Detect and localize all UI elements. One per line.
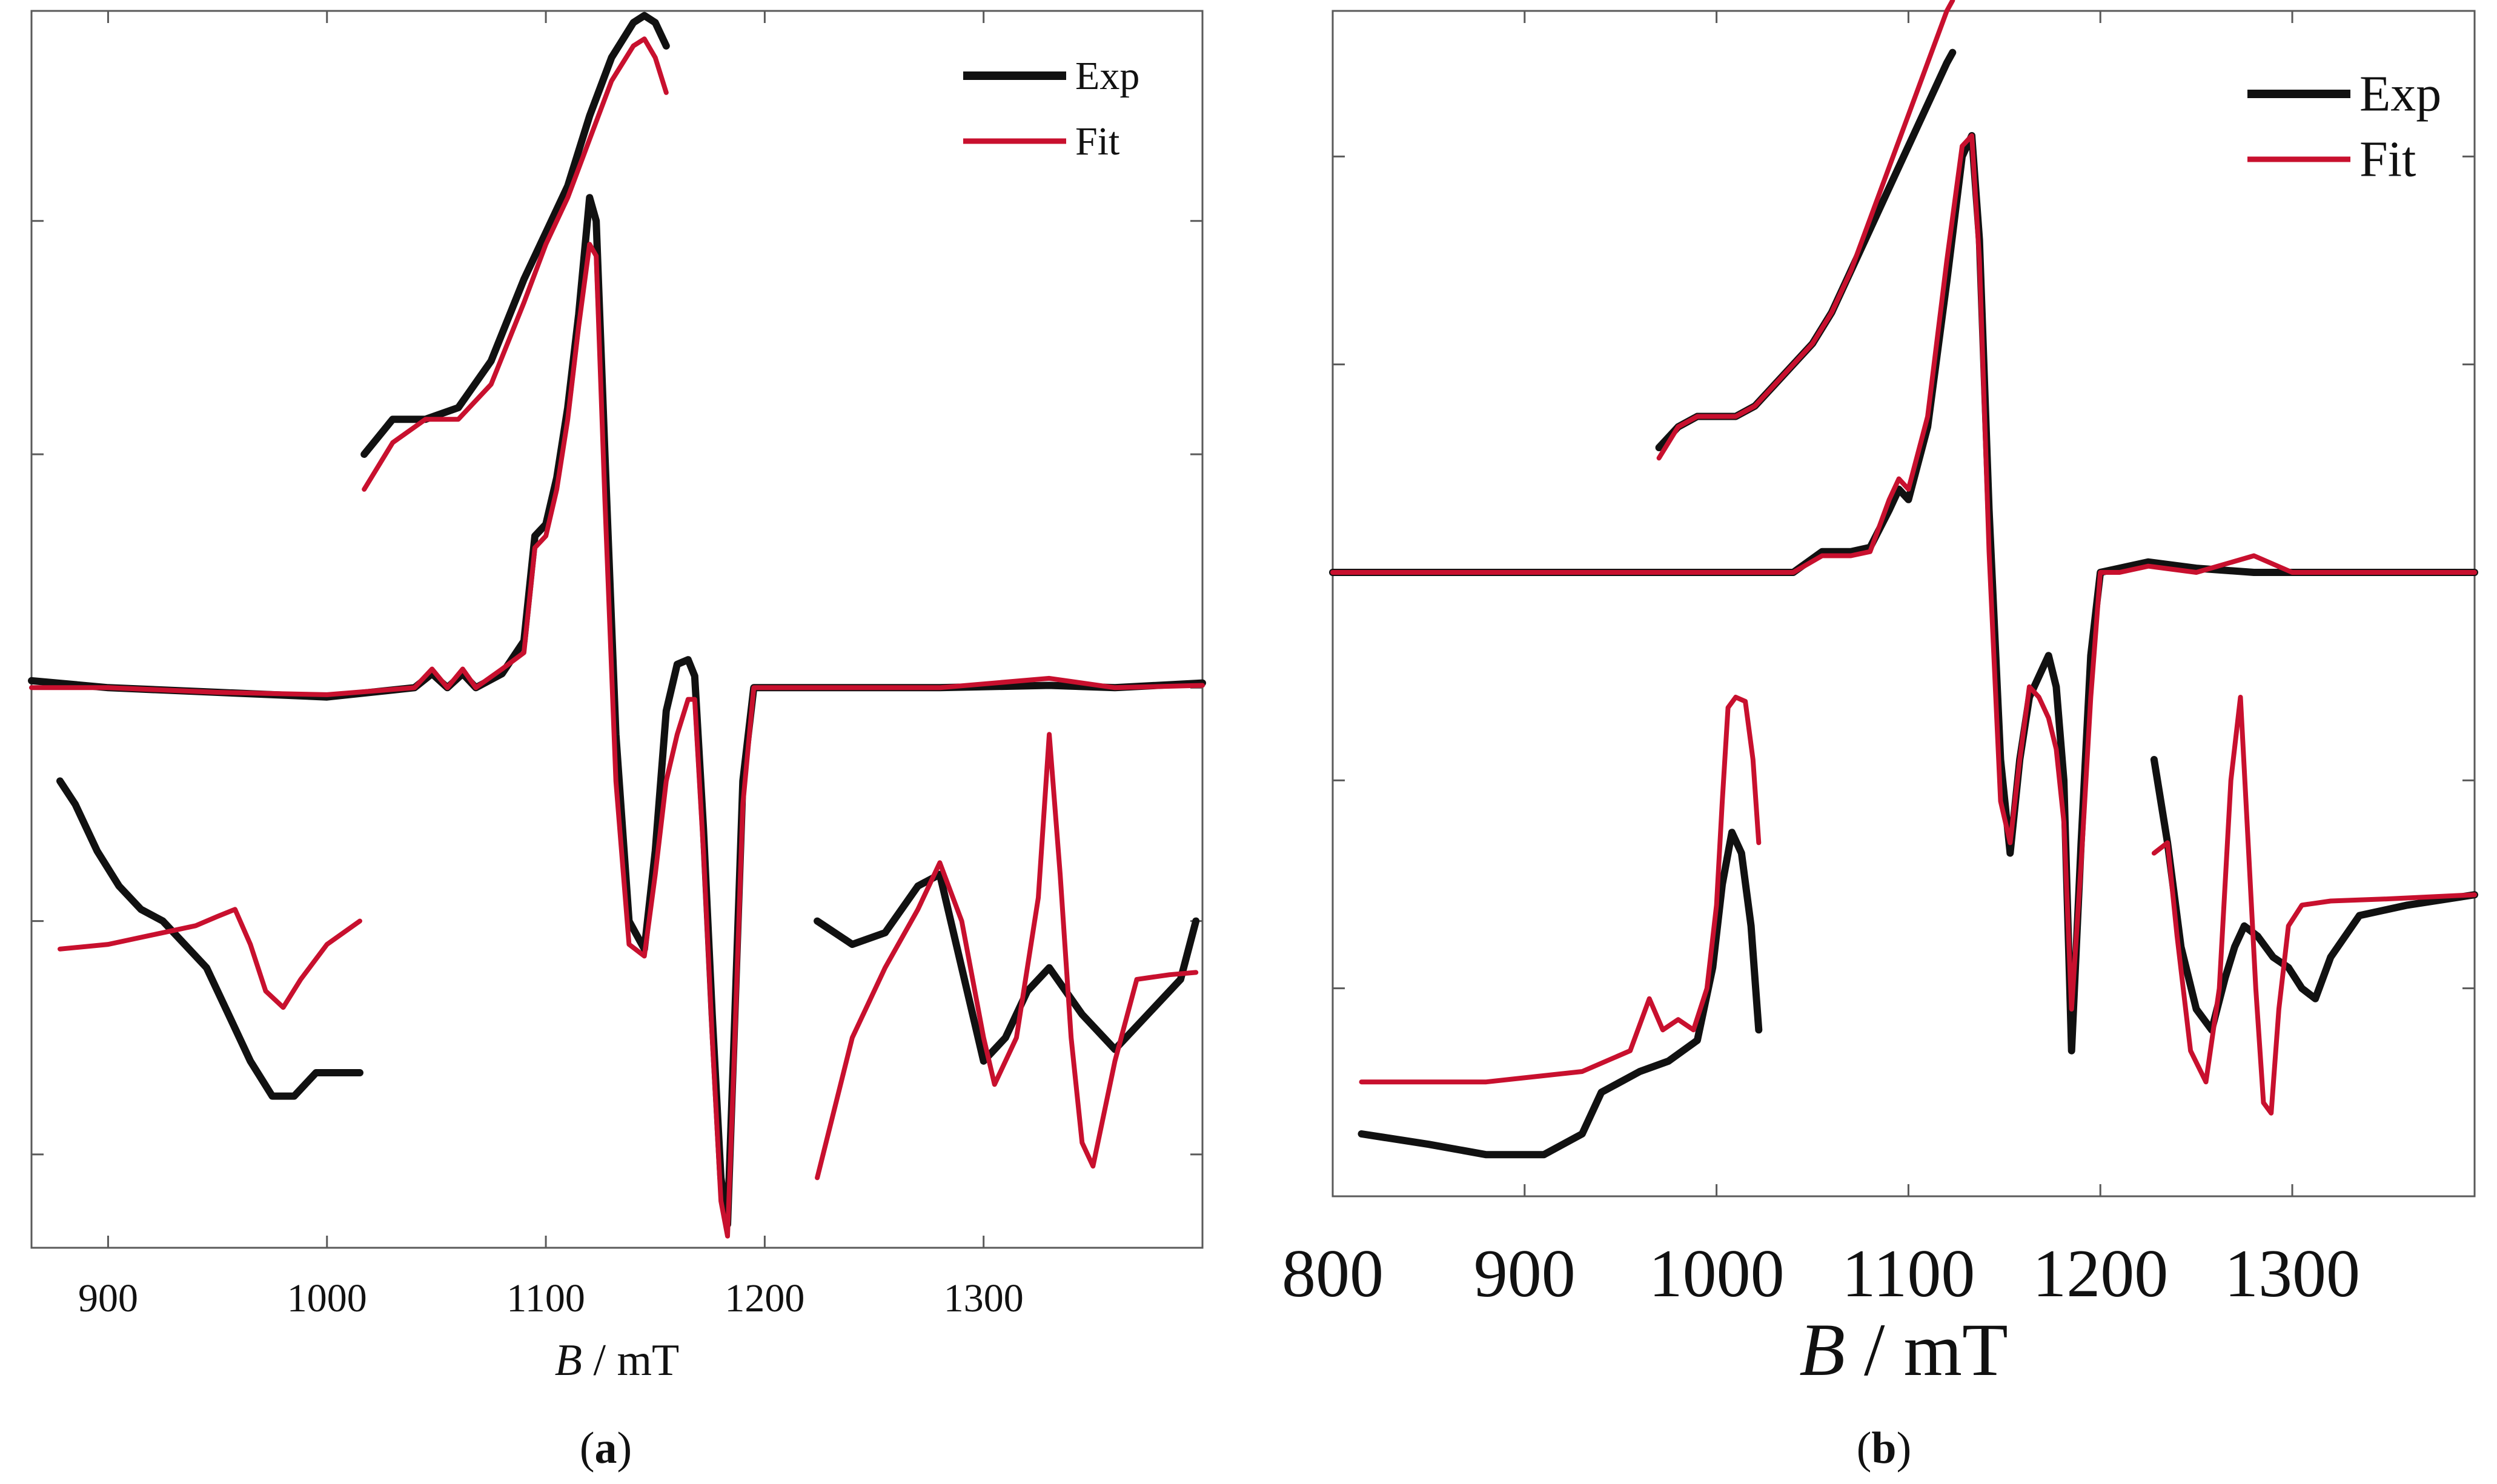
caption-paren: )	[617, 1423, 632, 1473]
x-tick-label: 1000	[1649, 1236, 1785, 1311]
panel-b: 800 900 1000 1100 1200 1300 B / mT Exp Fit (b)	[1282, 0, 2478, 1473]
series-fit-high-field-zoom	[815, 732, 1199, 1181]
series-fit-low-field-zoom	[58, 907, 362, 1010]
x-tick-label: 1200	[2032, 1236, 2168, 1311]
panel-caption: (a)	[580, 1423, 632, 1473]
caption-paren: )	[1897, 1423, 1912, 1473]
x-tick-label: 900	[78, 1276, 138, 1320]
x-axis-symbol: B	[1799, 1308, 1845, 1391]
legend-label-exp: Exp	[1075, 54, 1139, 98]
plot-frame	[1331, 10, 2476, 1197]
series-exp-derivative	[28, 194, 1206, 1228]
series-fit-absorption-inset	[362, 36, 669, 492]
x-axis-symbol: B	[555, 1336, 582, 1385]
series-fit-derivative	[1330, 133, 2477, 1012]
x-tick-label: 1200	[725, 1276, 804, 1320]
series-exp-absorption-inset	[360, 12, 670, 458]
plot-frame	[30, 10, 1204, 1249]
series-exp-high-field-zoom	[814, 870, 1200, 1065]
legend-label-fit: Fit	[1075, 119, 1119, 164]
x-tick-label: 1300	[944, 1276, 1024, 1320]
caption-paren: (	[580, 1423, 595, 1473]
x-tick-label: 900	[1474, 1236, 1576, 1311]
panel-letter: a	[595, 1423, 617, 1473]
panel-caption: (b)	[1857, 1423, 1911, 1473]
series-fit-absorption-inset	[1656, 0, 1955, 461]
x-tick-label: 1300	[2224, 1236, 2360, 1311]
x-axis-unit: / mT	[582, 1336, 679, 1385]
x-tick-label: 1000	[287, 1276, 367, 1320]
x-tick-label: 1100	[1842, 1236, 1975, 1311]
series-fit-low-field-zoom	[1359, 695, 1762, 1085]
series-fit-derivative	[29, 242, 1205, 1239]
series-exp-low-field-zoom	[1358, 829, 1763, 1159]
panel-a: 900 1000 1100 1200 1300 B / mT Exp Fit (a)	[28, 10, 1206, 1473]
series-exp-low-field-zoom	[56, 777, 363, 1100]
series-exp-derivative	[1329, 132, 2478, 1055]
x-axis-label: B / mT	[555, 1336, 680, 1385]
caption-paren: (	[1857, 1423, 1872, 1473]
series-exp-high-field-zoom	[2150, 756, 2478, 1034]
series-fit-high-field-zoom	[2151, 695, 2477, 1116]
legend-label-exp: Exp	[2359, 66, 2441, 122]
legend-label-fit: Fit	[2359, 131, 2416, 188]
x-tick-label: 1100	[506, 1276, 585, 1320]
x-axis-unit: / mT	[1845, 1308, 2008, 1391]
x-tick-label: 800	[1282, 1236, 1384, 1311]
x-axis-label: B / mT	[1799, 1308, 2008, 1391]
panel-letter: b	[1871, 1423, 1896, 1473]
